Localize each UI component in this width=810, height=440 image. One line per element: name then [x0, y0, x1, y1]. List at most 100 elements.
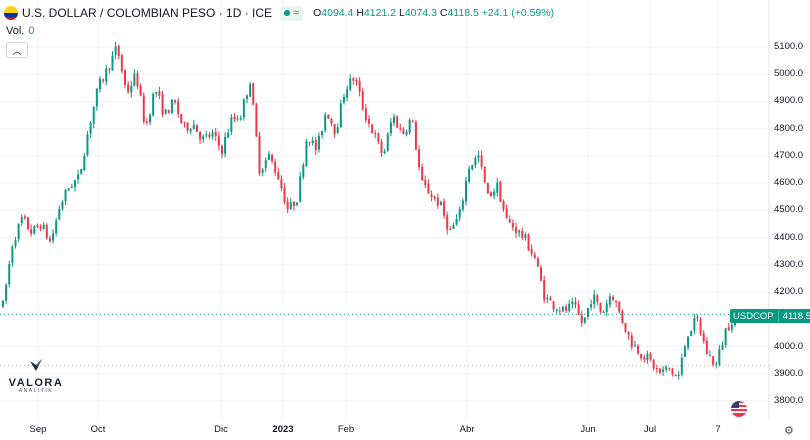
candle-up: [33, 225, 36, 234]
candle-down: [127, 84, 130, 92]
candle-down: [543, 280, 546, 300]
candle-up: [408, 119, 411, 133]
y-tick-label: 4600.0: [774, 177, 804, 189]
candle-up: [227, 132, 230, 138]
candle-down: [727, 327, 730, 330]
candle-down: [499, 181, 502, 202]
candle-up: [264, 160, 267, 169]
candle-down: [199, 132, 202, 140]
candle-down: [258, 135, 261, 174]
candle-down: [668, 367, 671, 369]
candle-down: [618, 301, 621, 312]
candle-down: [217, 136, 220, 146]
candle-down: [30, 229, 33, 234]
candle-up: [471, 165, 474, 170]
candle-down: [48, 238, 51, 242]
candle-down: [643, 357, 646, 360]
candle-up: [662, 369, 665, 372]
candle-up: [455, 218, 458, 225]
y-tick-label: 3800.0: [774, 395, 804, 406]
candle-down: [705, 340, 708, 355]
chart-header: U.S. DOLLAR / COLOMBIAN PESO · 1D · ICE …: [4, 4, 554, 22]
y-tick-label: 3900.0: [774, 367, 804, 379]
candle-down: [274, 161, 277, 173]
candle-down: [580, 314, 583, 324]
candle-down: [368, 119, 370, 124]
candle-down: [640, 354, 643, 359]
candle-up: [724, 328, 727, 346]
y-tick-label: 4800.0: [774, 122, 804, 134]
candle-down: [161, 94, 164, 115]
candle-up: [77, 174, 80, 180]
y-tick-label: 4200.0: [774, 286, 804, 298]
candle-up: [67, 188, 70, 191]
y-tick-label: 4500.0: [774, 204, 804, 216]
valora-mark-icon: [30, 359, 42, 371]
candle-down: [358, 80, 361, 92]
candle-down: [361, 91, 364, 110]
candle-up: [583, 317, 586, 323]
candle-down: [511, 222, 514, 228]
candle-up: [496, 182, 499, 193]
candle-up: [42, 224, 45, 229]
dashed-levels: [0, 313, 769, 367]
candle-down: [658, 368, 661, 373]
candle-up: [324, 114, 327, 131]
candle-up: [20, 217, 23, 223]
candle-up: [80, 169, 83, 174]
market-status-button[interactable]: ≈: [280, 5, 304, 21]
candle-up: [708, 355, 711, 357]
candle-up: [321, 131, 324, 136]
y-tick-label: 4000.0: [774, 340, 804, 352]
candle-up: [602, 311, 605, 313]
x-tick-label: Dic: [214, 424, 228, 435]
candle-down: [355, 79, 358, 82]
candle-up: [202, 136, 205, 140]
candle-down: [277, 171, 280, 180]
candle-up: [242, 99, 245, 118]
x-tick-label: 2023: [272, 424, 294, 435]
candle-down: [23, 216, 26, 219]
candle-up: [687, 336, 690, 348]
candle-down: [136, 73, 139, 87]
candle-down: [286, 201, 289, 210]
collapse-button[interactable]: ︿: [6, 42, 28, 58]
us-flag-icon[interactable]: [731, 401, 747, 417]
chart-title[interactable]: U.S. DOLLAR / COLOMBIAN PESO · 1D · ICE: [22, 6, 273, 20]
candle-up: [11, 246, 14, 264]
candle-up: [683, 346, 686, 357]
candle-up: [586, 308, 589, 317]
candle-down: [411, 120, 414, 122]
candle-up: [14, 240, 17, 247]
candle-down: [446, 215, 449, 230]
candle-up: [83, 155, 86, 170]
x-tick-label: Abr: [459, 424, 475, 435]
candle-up: [152, 93, 155, 116]
candle-up: [98, 78, 101, 90]
y-tick-label: 4300.0: [774, 258, 804, 270]
candle-up: [646, 353, 649, 361]
candle-up: [261, 169, 264, 173]
candle-down: [186, 123, 189, 131]
candle-up: [52, 233, 55, 241]
candle-up: [164, 109, 167, 114]
candle-down: [255, 103, 258, 137]
market-open-dot-icon: [284, 10, 291, 16]
candle-up: [2, 301, 4, 307]
candle-down: [117, 45, 120, 56]
candle-up: [205, 134, 208, 136]
candle-down: [195, 124, 198, 132]
candle-down: [702, 333, 705, 342]
candle-down: [552, 301, 555, 310]
gear-icon[interactable]: ⚙: [784, 425, 794, 437]
candle-up: [546, 297, 549, 300]
candle-up: [389, 122, 392, 134]
candle-up: [439, 201, 442, 206]
y-tick-label: 4700.0: [774, 149, 804, 161]
candle-down: [443, 201, 446, 216]
candle-up: [61, 201, 64, 209]
candle-down: [158, 91, 161, 96]
candle-down: [352, 78, 355, 81]
candle-down: [327, 114, 330, 119]
